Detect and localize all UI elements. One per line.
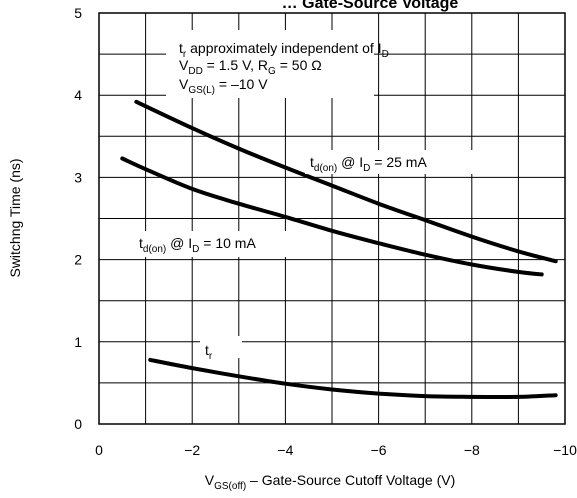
info-box-background <box>166 30 374 98</box>
y-axis-title: Switchng Time (ns) <box>7 158 23 277</box>
y-tick-label: 1 <box>74 334 82 350</box>
y-tick-label: 5 <box>74 5 82 21</box>
label-td-on-25ma: td(on) @ ID = 25 mA <box>310 154 427 174</box>
y-tick-label: 2 <box>74 252 82 268</box>
x-tick-label: −8 <box>464 442 480 458</box>
series-td-on-25ma-line <box>134 99 558 264</box>
label-tr-background <box>200 336 242 358</box>
tick-labels: 0 −2 −4 −6 −8 −10 0 1 2 3 4 5 <box>74 5 577 458</box>
y-tick-label: 3 <box>74 169 82 185</box>
info-line-1: tr approximately independent of ID <box>179 40 389 60</box>
series-tr-line <box>148 357 558 400</box>
chart-title: … Gate-Source Voltage <box>282 0 459 12</box>
label-tr: tr <box>205 342 213 362</box>
series-td-on-10ma-line <box>120 156 544 277</box>
x-tick-label: 0 <box>95 442 103 458</box>
x-tick-label: −10 <box>553 442 577 458</box>
y-tick-label: 0 <box>74 416 82 432</box>
x-tick-label: −2 <box>184 442 200 458</box>
label-td-on-10ma: td(on) @ ID = 10 mA <box>139 235 256 255</box>
x-tick-label: −6 <box>371 442 387 458</box>
y-tick-label: 4 <box>74 87 82 103</box>
x-axis-title: VGS(off) – Gate-Source Cutoff Voltage (V… <box>205 472 455 492</box>
info-line-3: VGS(L) = –10 V <box>179 76 268 96</box>
x-tick-label: −4 <box>277 442 293 458</box>
label-25ma-background <box>305 150 483 174</box>
info-line-2: VDD = 1.5 V, RG = 50 Ω <box>179 57 322 77</box>
label-10ma-background <box>135 231 305 257</box>
